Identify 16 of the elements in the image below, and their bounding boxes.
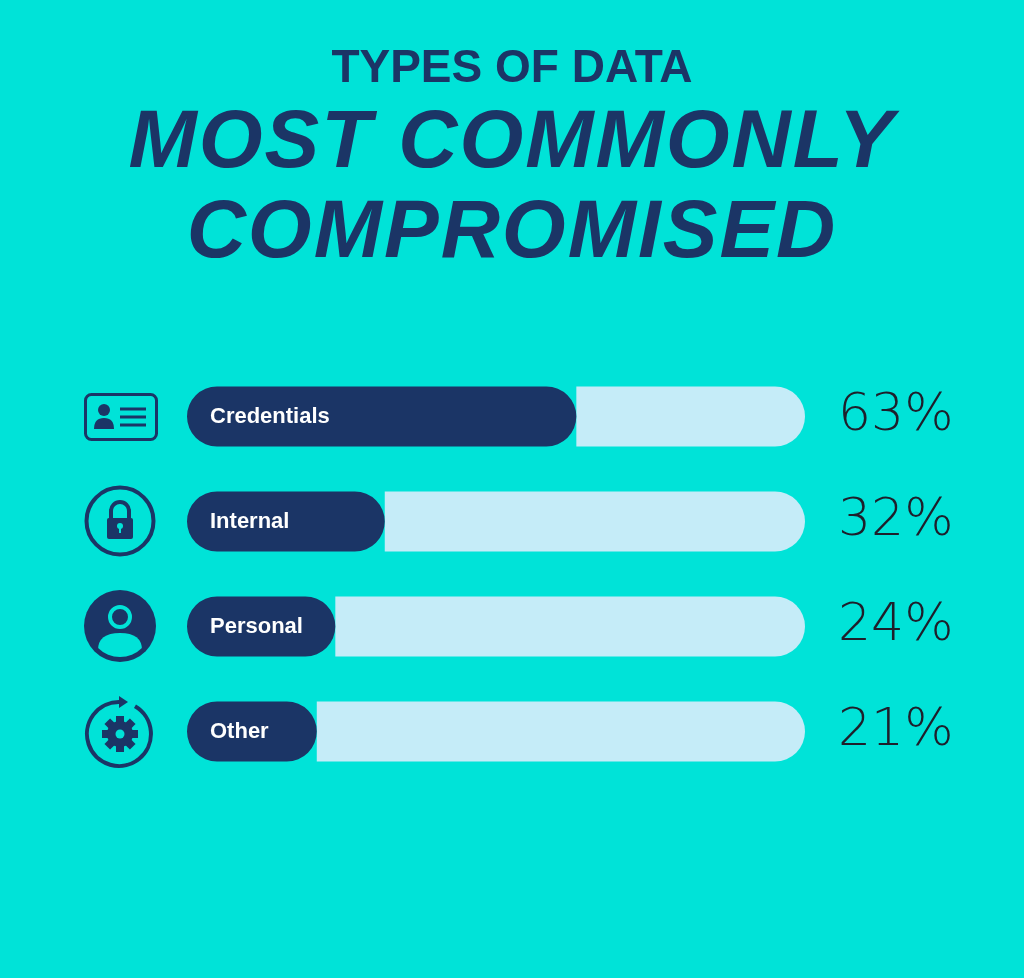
data-label: 21%: [838, 697, 954, 758]
bar: [187, 491, 385, 552]
bar: [335, 596, 805, 657]
data-label: 24%: [838, 592, 954, 653]
bar: [316, 701, 805, 762]
y-tick-label: Internal: [210, 507, 290, 533]
chart-subtitle: MOST COMMONLY COMPROMISED: [127, 93, 900, 274]
y-tick-label: Credentials: [210, 402, 330, 428]
bar: [384, 491, 805, 552]
y-tick-label: Personal: [210, 612, 303, 638]
data-label: 32%: [838, 487, 954, 548]
bar: [187, 386, 577, 447]
bar: [576, 386, 805, 447]
data-label: 63%: [838, 382, 954, 443]
y-tick-label: Other: [210, 717, 270, 743]
chart-title: TYPES OF DATA: [330, 40, 694, 92]
